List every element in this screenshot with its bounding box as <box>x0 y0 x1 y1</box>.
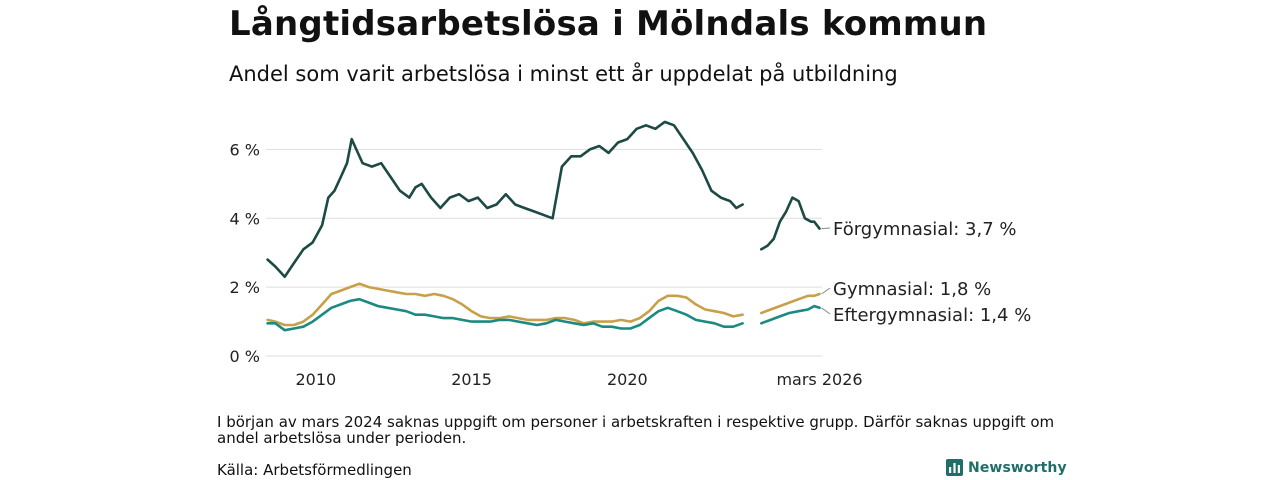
label-connector <box>821 307 831 315</box>
series-label-gymnasial: Gymnasial: 1,8 % <box>833 279 991 300</box>
series-line-eftergymnasial <box>266 297 821 332</box>
series-lines <box>266 120 821 332</box>
x-tick-label: 2015 <box>451 370 492 389</box>
series-label-forgymnasial: Förgymnasial: 3,7 % <box>833 219 1017 240</box>
series-line-gymnasial <box>266 282 821 327</box>
x-tick-label: 2010 <box>295 370 336 389</box>
series-label-eftergymnasial: Eftergymnasial: 1,4 % <box>833 305 1031 326</box>
y-tick-label: 4 % <box>230 209 260 228</box>
newsworthy-logo[interactable]: Newsworthy <box>946 459 1067 476</box>
newsworthy-icon <box>946 459 963 476</box>
x-tick-label: mars 2026 <box>776 370 862 389</box>
x-tick-label: 2020 <box>607 370 648 389</box>
gridlines <box>266 148 822 357</box>
label-connector <box>821 287 831 295</box>
y-tick-label: 6 % <box>230 140 260 159</box>
y-tick-label: 2 % <box>230 278 260 297</box>
series-line-forgymnasial <box>266 120 821 279</box>
chart-title: Långtidsarbetslösa i Mölndals kommun <box>229 4 988 44</box>
source-credit: Källa: Arbetsförmedlingen <box>217 461 412 479</box>
brand-name: Newsworthy <box>968 459 1067 476</box>
line-chart: 0 % 2 % 4 % 6 % 2010 2015 2020 mars 2026 Förgy… <box>230 120 1031 389</box>
y-axis-labels: 0 % 2 % 4 % 6 % <box>230 140 260 366</box>
chart-subtitle: Andel som varit arbetslösa i minst ett å… <box>229 62 898 86</box>
footnote: I början av mars 2024 saknas uppgift om … <box>217 413 1055 447</box>
y-tick-label: 0 % <box>230 347 260 366</box>
label-connector <box>821 227 831 230</box>
series-labels: Förgymnasial: 3,7 % Gymnasial: 1,8 % Efter… <box>821 219 1031 326</box>
x-axis-labels: 2010 2015 2020 mars 2026 <box>295 370 862 389</box>
